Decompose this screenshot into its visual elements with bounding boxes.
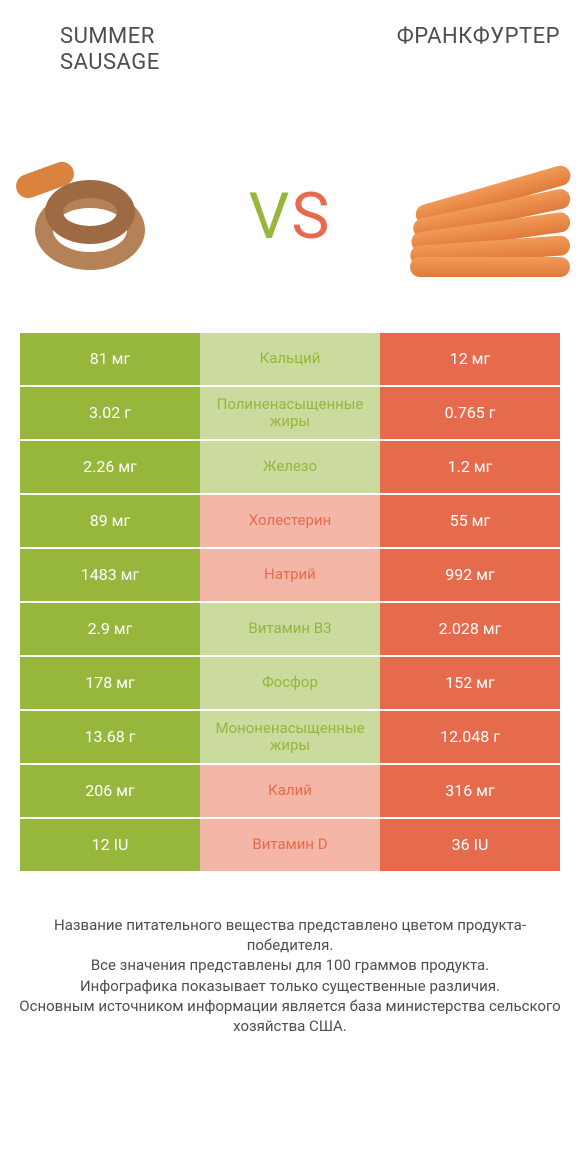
left-value: 81 мг — [20, 333, 200, 387]
vs-label: VS — [249, 179, 332, 254]
right-value: 316 мг — [380, 765, 560, 819]
right-value: 152 мг — [380, 657, 560, 711]
left-value: 1483 мг — [20, 549, 200, 603]
right-value: 55 мг — [380, 495, 560, 549]
footer-line-2: Все значения представлены для 100 граммо… — [14, 955, 566, 975]
nutrient-label: Кальций — [200, 333, 380, 387]
vs-s: S — [291, 179, 331, 254]
table-row: 178 мгФосфор152 мг — [20, 657, 560, 711]
left-value: 2.26 мг — [20, 441, 200, 495]
table-row: 2.9 мгВитамин B32.028 мг — [20, 603, 560, 657]
table-row: 89 мгХолестерин55 мг — [20, 495, 560, 549]
left-value: 89 мг — [20, 495, 200, 549]
sausage-coil-icon — [15, 162, 165, 272]
footer-notes: Название питательного вещества представл… — [0, 873, 580, 1037]
table-row: 81 мгКальций12 мг — [20, 333, 560, 387]
comparison-table: 81 мгКальций12 мг3.02 гПолиненасыщенные … — [0, 327, 580, 873]
vs-v: V — [249, 179, 292, 254]
table-row: 13.68 гМононенасыщенные жиры12.048 г — [20, 711, 560, 765]
summer-sausage-image — [0, 147, 180, 287]
table-row: 206 мгКалий316 мг — [20, 765, 560, 819]
right-value: 36 IU — [380, 819, 560, 873]
table-row: 12 IUВитамин D36 IU — [20, 819, 560, 873]
right-value: 992 мг — [380, 549, 560, 603]
nutrient-label: Фосфор — [200, 657, 380, 711]
title-left: SUMMER SAUSAGE — [60, 24, 160, 77]
nutrient-label: Холестерин — [200, 495, 380, 549]
nutrient-label: Калий — [200, 765, 380, 819]
nutrient-label: Витамин B3 — [200, 603, 380, 657]
table-row: 1483 мгНатрий992 мг — [20, 549, 560, 603]
right-value: 12 мг — [380, 333, 560, 387]
footer-line-4: Основным источником информации является … — [14, 996, 566, 1037]
table-row: 3.02 гПолиненасыщенные жиры0.765 г — [20, 387, 560, 441]
table-row: 2.26 мгЖелезо1.2 мг — [20, 441, 560, 495]
nutrient-label: Витамин D — [200, 819, 380, 873]
right-value: 0.765 г — [380, 387, 560, 441]
left-value: 206 мг — [20, 765, 200, 819]
title-right: ФРАНКФУРТЕР — [397, 24, 560, 50]
right-value: 12.048 г — [380, 711, 560, 765]
nutrient-label: Натрий — [200, 549, 380, 603]
nutrient-label: Мононенасыщенные жиры — [200, 711, 380, 765]
vs-row: VS — [0, 87, 580, 327]
title-left-line2: SAUSAGE — [60, 50, 160, 76]
nutrient-label: Полиненасыщенные жиры — [200, 387, 380, 441]
footer-line-1: Название питательного вещества представл… — [14, 915, 566, 956]
left-value: 13.68 г — [20, 711, 200, 765]
left-value: 12 IU — [20, 819, 200, 873]
nutrient-label: Железо — [200, 441, 380, 495]
title-left-line1: SUMMER — [60, 24, 160, 50]
footer-line-3: Инфографика показывает только существенн… — [14, 976, 566, 996]
header: SUMMER SAUSAGE ФРАНКФУРТЕР — [0, 0, 580, 87]
right-value: 1.2 мг — [380, 441, 560, 495]
frankfurter-image — [400, 147, 580, 287]
left-value: 3.02 г — [20, 387, 200, 441]
left-value: 178 мг — [20, 657, 200, 711]
frankfurters-icon — [410, 157, 570, 277]
right-value: 2.028 мг — [380, 603, 560, 657]
left-value: 2.9 мг — [20, 603, 200, 657]
